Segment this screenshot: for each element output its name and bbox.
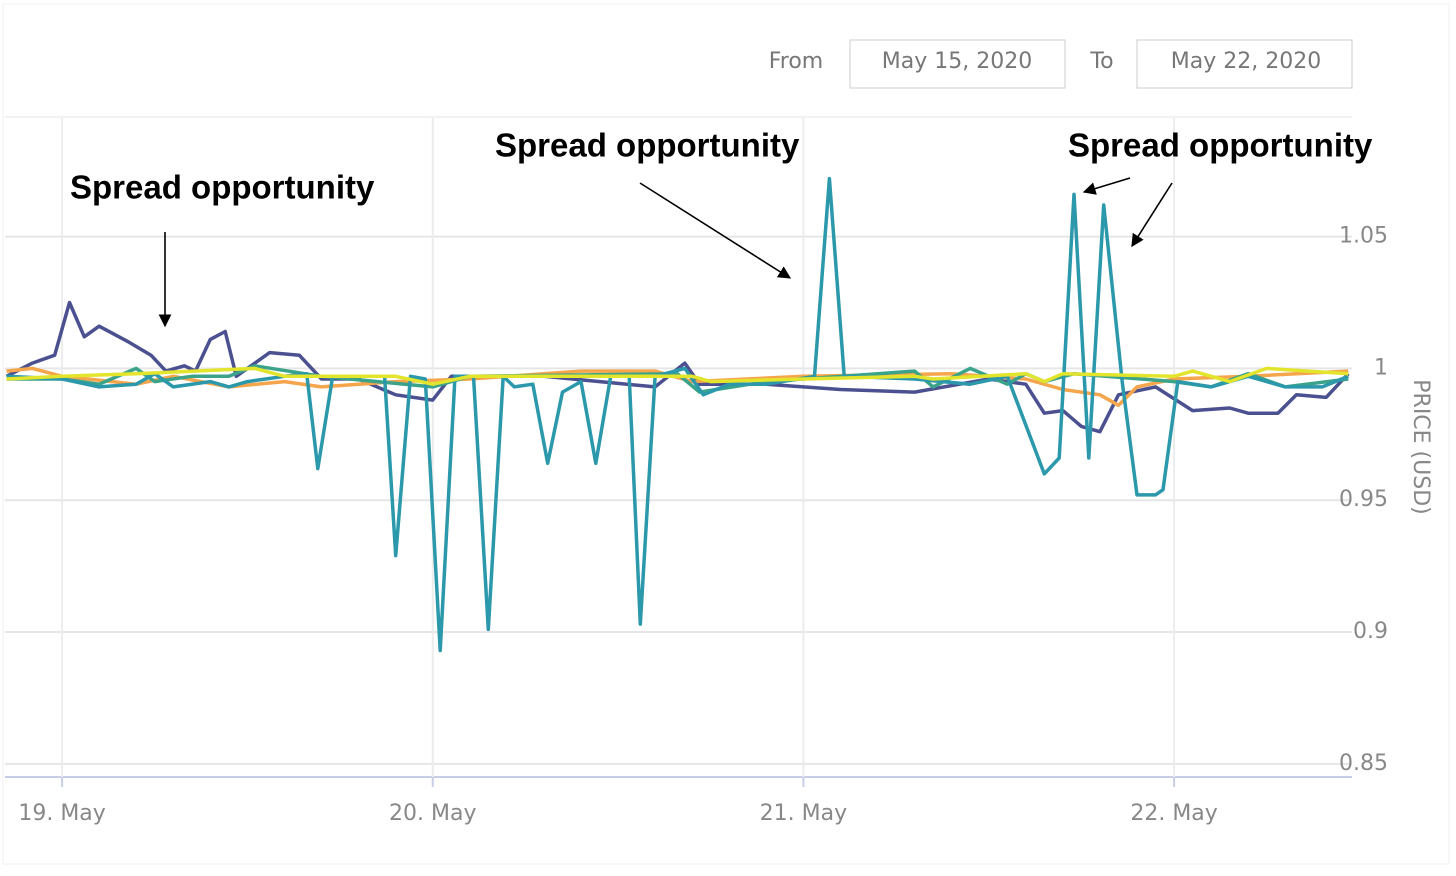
y-tick-label: 1 [1374, 355, 1388, 380]
x-tick-label: 21. May [760, 801, 847, 826]
annotation: Spread opportunity [495, 127, 800, 164]
x-tick-label: 19. May [18, 801, 105, 826]
series-line [6, 366, 1349, 386]
panel [2, 3, 1450, 865]
y-tick-label: 0.85 [1339, 751, 1388, 776]
lines [5, 176, 1350, 653]
to-label: To [1089, 49, 1113, 74]
y-tick-label: 0.9 [1353, 619, 1388, 644]
y-axis-title: PRICE (USD) [1408, 379, 1433, 514]
y-tick-label: 0.95 [1339, 487, 1388, 512]
to-date[interactable]: May 22, 2020 [1171, 49, 1321, 74]
annotation: Spread opportunity [1068, 127, 1373, 164]
from-date-box[interactable] [849, 39, 1066, 89]
arrows [158, 177, 1173, 328]
annotation: Spread opportunity [70, 169, 375, 206]
x-tick-label: 22. May [1130, 801, 1217, 826]
to-date-box[interactable] [1136, 39, 1353, 89]
from-date[interactable]: May 15, 2020 [882, 49, 1032, 74]
series-line [6, 364, 1349, 394]
y-tick-label: 1.05 [1339, 224, 1388, 249]
x-tick-label: 20. May [389, 801, 476, 826]
from-label: From [769, 49, 824, 74]
